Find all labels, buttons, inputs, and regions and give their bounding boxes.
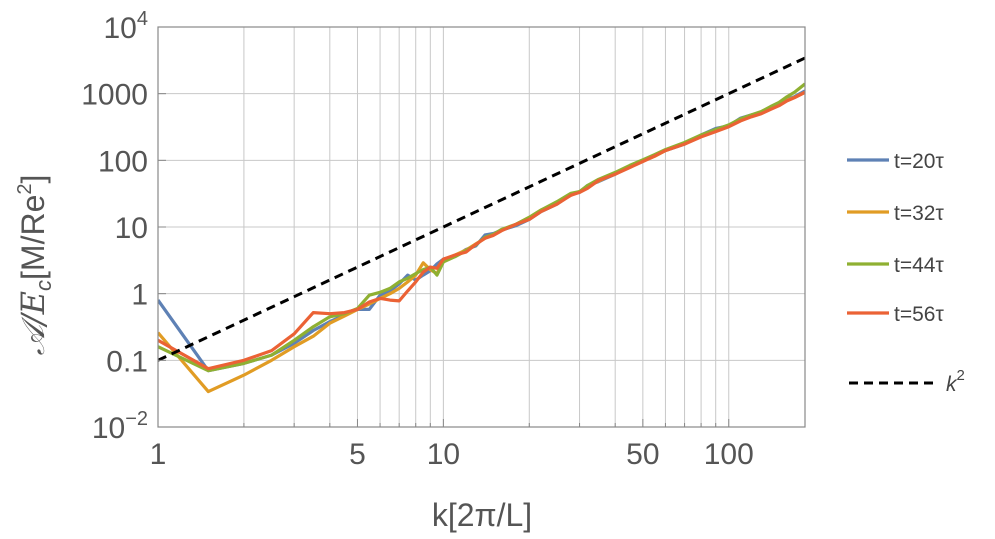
y-tick-label: 100 [98,145,148,178]
y-tick-label: 104 [104,8,149,45]
x-tick-label: 10 [427,438,460,471]
y-tick-label: 10−2 [92,408,148,445]
series-layer [158,56,805,394]
legend-label-3: t=44τ [894,254,944,277]
y-axis-label-units: [M/Re [15,195,51,280]
x-tick-label: 100 [704,438,754,471]
y-tick-label: 1 [131,279,148,312]
y-axis-label-sub: c [31,280,56,291]
y-axis-label: 𝒜/Ec[M/Re2] [14,175,56,356]
y-axis-label-units-sup: 2 [14,184,36,195]
legend-label-1: t=20τ [894,150,944,173]
series-line-4 [158,90,805,371]
x-tick-label: 50 [626,438,659,471]
y-axis-label-units-close: ] [15,175,51,184]
svg-text:𝒜/Ec[M/Re2]: 𝒜/Ec[M/Re2] [14,175,56,356]
legend-label-4: t=56τ [894,303,944,326]
legend-label-2: t=32τ [894,202,944,225]
tick-labels: 1 5 10 50 100 10−2 0.1 1 10 100 1000 104 [81,8,754,471]
y-tick-label: 0.1 [106,345,148,378]
axis-frame [157,26,806,428]
y-tick-label: 1000 [81,79,148,112]
legend: t=20τ t=32τ t=44τ t=56τ k2 [847,150,965,396]
x-tick-label: 1 [150,438,167,471]
legend-label-5: k2 [946,367,965,396]
x-axis-label: k[2π/L] [432,497,532,533]
y-axis-label-base: 𝒜/E [14,291,52,355]
x-tick-label: 5 [349,438,366,471]
y-tick-label: 10 [115,212,148,245]
